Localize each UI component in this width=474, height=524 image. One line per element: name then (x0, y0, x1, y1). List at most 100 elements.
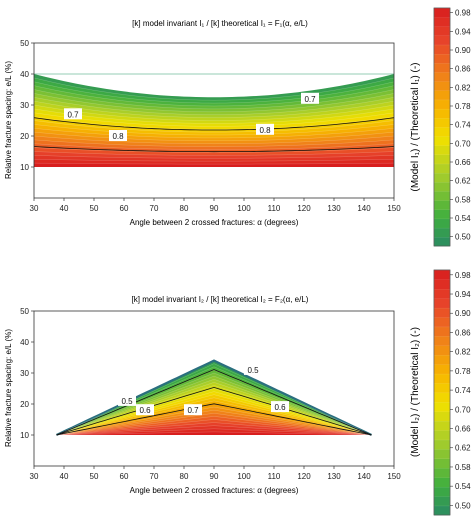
contour-label-text: 0.7 (187, 406, 199, 415)
colorbar-band (433, 209, 451, 220)
colorbar-label-1: (Model I₁) / (Theoretical I₁) (-) (410, 63, 421, 192)
y-tick-label: 40 (20, 70, 29, 79)
iso-line (56, 378, 372, 436)
colorbar-band (433, 53, 451, 64)
x-tick-label: 80 (180, 204, 189, 213)
y-tick-label: 10 (20, 431, 29, 440)
colorbar-tick-label: 0.86 (455, 65, 471, 74)
colorbar-band (433, 505, 451, 516)
contour-label: 0.7 (184, 404, 202, 416)
x-tick-label: 150 (387, 204, 401, 213)
colorbar-band (433, 108, 451, 119)
iso-line (56, 428, 372, 436)
colorbar-band (433, 354, 451, 365)
x-tick-label: 50 (90, 472, 99, 481)
iso-line (56, 363, 372, 436)
colorbar-band (433, 181, 451, 192)
colorbar-label-2: (Model I₂) / (Theoretical I₂) (-) (410, 327, 421, 457)
contour-label-text: 0.5 (121, 397, 133, 406)
colorbar-band (433, 16, 451, 27)
colorbar-band (433, 172, 451, 183)
contour-label: 0.7 (301, 92, 319, 104)
x-tick-label: 150 (387, 472, 401, 481)
colorbar-tick-label: 0.90 (455, 309, 471, 318)
x-tick-label: 130 (327, 204, 341, 213)
colorbar-tick-label: 0.70 (455, 405, 471, 414)
colorbar-band (433, 486, 451, 497)
colorbar-band (433, 382, 451, 394)
x-tick-label: 50 (90, 204, 99, 213)
x-tick-label: 90 (210, 204, 219, 213)
iso-line (33, 155, 395, 159)
y-tick-label: 10 (20, 163, 29, 172)
colorbar-band (433, 126, 451, 137)
contour-labels-1: 0.7 0.7 0.8 0.8 (64, 92, 319, 141)
colorbar-band (433, 298, 451, 309)
iso-line (33, 81, 395, 104)
contour-label: 0.8 (256, 123, 274, 135)
colorbar-band (433, 163, 451, 174)
iso-line (33, 85, 395, 107)
x-tick-label: 30 (30, 204, 39, 213)
contour-label-text: 0.7 (67, 110, 79, 119)
contour-label: 0.5 (118, 394, 136, 406)
iso-line (33, 162, 395, 165)
colorbar-bands-1 (433, 7, 451, 247)
contour-label-text: 0.6 (274, 403, 286, 412)
colorbar-band (433, 420, 451, 431)
contour-label-text: 0.8 (112, 132, 124, 141)
iso-line (56, 394, 372, 436)
heatmap-band (34, 163, 394, 167)
iso-line (33, 143, 395, 150)
y-axis-label-1: Relative fracture spacing: e/L (%) (4, 61, 13, 179)
colorbar-band (433, 364, 451, 375)
contour-label-text: 0.8 (259, 126, 271, 135)
iso-line (56, 397, 372, 436)
colorbar-tick-label: 0.94 (455, 290, 471, 299)
y-axis-ticks-2: 10 20 30 40 50 (20, 307, 34, 440)
colorbar-band (433, 227, 451, 238)
x-tick-label: 100 (237, 472, 251, 481)
colorbar-band (433, 99, 451, 110)
colorbar-band (433, 392, 451, 403)
x-axis-label-2: Angle between 2 crossed fractures: α (de… (130, 486, 299, 495)
colorbar-ticks-1: 0.50 0.54 0.58 0.62 0.66 0.70 0.74 0.78 0.82 0.86… (450, 9, 471, 242)
domain-boundary (56, 359, 372, 436)
contour-line (56, 386, 372, 436)
iso-line (56, 422, 372, 436)
colorbar-tick-label: 0.82 (455, 83, 471, 92)
colorbar-band (433, 448, 451, 460)
y-tick-label: 30 (20, 369, 29, 378)
x-tick-label: 90 (210, 472, 219, 481)
colorbar-band (433, 35, 451, 46)
iso-line (56, 416, 372, 436)
contour-line (56, 403, 372, 436)
chart-panel-1: [k] model invariant I₁ / [k] theoretical… (4, 7, 471, 247)
y-tick-label: 30 (20, 101, 29, 110)
contour-label-bg (184, 404, 202, 416)
colorbar-band (433, 190, 451, 201)
y-tick-label: 50 (20, 39, 29, 48)
iso-line (33, 116, 395, 130)
x-tick-label: 140 (357, 204, 371, 213)
x-tick-label: 100 (237, 204, 251, 213)
colorbar-ticks-2: 0.50 0.54 0.58 0.62 0.66 0.70 0.74 0.78 0.82 0.86… (450, 271, 471, 510)
contour-label-bg (301, 92, 319, 104)
x-tick-label: 130 (327, 472, 341, 481)
colorbar-band (433, 467, 451, 478)
contour-label-bg (118, 394, 136, 406)
colorbar-tick-label: 0.98 (455, 9, 471, 18)
x-axis-label-1: Angle between 2 crossed fractures: α (de… (130, 218, 299, 227)
colorbar-band (433, 154, 451, 165)
colorbar-band (433, 236, 451, 247)
colorbar-tick-label: 0.94 (455, 27, 471, 36)
colorbar-band (433, 495, 451, 507)
iso-line (33, 147, 395, 153)
colorbar-band (433, 200, 451, 210)
colorbar-band (433, 439, 451, 450)
iso-line (33, 135, 395, 145)
colorbar-band (433, 145, 451, 156)
x-tick-label: 30 (30, 472, 39, 481)
iso-line (33, 89, 395, 110)
colorbar-tick-label: 0.70 (455, 139, 471, 148)
